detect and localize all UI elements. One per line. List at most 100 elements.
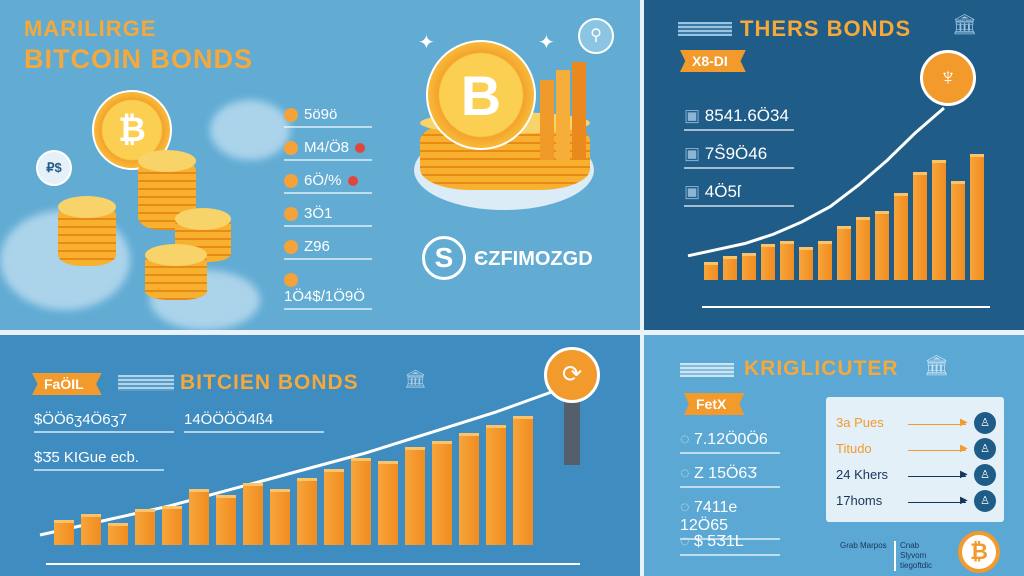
- footnote: Cnab Slyvom tiegoftdic: [894, 541, 944, 571]
- stat-item: ▣ 8541.6Ö34: [684, 106, 794, 131]
- stat-value: 14ÖÖÖÖ4ß4: [184, 411, 274, 428]
- bar: [780, 241, 794, 280]
- brand-logo-icon: S: [422, 236, 466, 280]
- coin-stack: [145, 244, 207, 300]
- stat-value: 7Ŝ9Ö46: [704, 144, 768, 163]
- title-line1: MARILIRGE: [24, 16, 157, 41]
- stat-item: 5ö9ö: [284, 106, 372, 128]
- bar: [742, 253, 756, 280]
- panel-marilirge-bitcoin-bonds: MARILIRGE BITCOIN BONDS ₿ ₽$ 5ö9ö M4/Ö8 6Ö…: [0, 0, 640, 330]
- stat-item: ◌ 7.12Ö0Ö6: [680, 431, 780, 454]
- bar: [378, 461, 398, 545]
- bar: [837, 226, 851, 280]
- bitcoin-badge-icon: ♆: [920, 50, 976, 106]
- bar: [108, 522, 128, 545]
- stat-value: $ 5Ӡ1L: [693, 533, 744, 550]
- chart-icon: ▣: [684, 144, 705, 163]
- bar: [405, 447, 425, 545]
- bitcoin-coin-icon: ₿: [958, 531, 1000, 573]
- stat-value: 8541.6Ö34: [704, 106, 789, 125]
- decor-stripes: [118, 375, 174, 391]
- panel-title: THERS BONDS: [740, 16, 912, 41]
- arrow-icon: ▶: [960, 443, 968, 454]
- bar: [875, 211, 889, 280]
- stat-value: 7411e 12Ö65: [680, 499, 738, 534]
- panel-title: KRIGLICUTER: [744, 357, 899, 380]
- trend-line-path: [39, 387, 561, 537]
- ribbon-label: FetX: [684, 393, 745, 415]
- bank-icon: 🏛: [404, 369, 427, 389]
- bar: [270, 489, 290, 545]
- stat-item: ◌ Z 15Ö6Ӡ: [680, 465, 780, 488]
- panel-kriglicuter: KRIGLICUTER 🏛 FetX ◌ 7.12Ö0Ö6 ◌ Z 15Ö6Ӡ ◌ …: [644, 335, 1024, 576]
- stat-item: 1Ö4$/1Ö9Ö: [284, 271, 372, 310]
- speech-bubble: ₽$: [36, 150, 72, 186]
- decor-stripes: [680, 363, 734, 377]
- stat-value: Z96: [304, 238, 330, 255]
- bar: [216, 494, 236, 545]
- bar: [432, 441, 452, 545]
- bar: [856, 217, 870, 280]
- brand-text: ЄZFIMOZGD: [474, 248, 593, 270]
- chart-icon: ▣: [684, 106, 705, 125]
- pole: [564, 399, 580, 465]
- stat-icon: ◌: [680, 533, 694, 550]
- arrow-line: [908, 450, 966, 451]
- bar-icon: [556, 70, 570, 160]
- stat-value: $Ӡ5 KIGue ecb.: [34, 449, 139, 466]
- stat-item: $Ӡ5 KIGue ecb.: [34, 449, 164, 471]
- bar: [818, 241, 832, 280]
- panel-title: BITCIEN BONDS: [180, 371, 359, 394]
- stat-item: ▣ 7Ŝ9Ö46: [684, 144, 794, 169]
- decor-stripes: [678, 22, 732, 36]
- stat-item: ◌ 7411e 12Ö65: [680, 499, 780, 540]
- bar: [324, 469, 344, 545]
- bank-icon: 🏛: [952, 14, 978, 36]
- bar: [351, 458, 371, 545]
- stat-item: M4/Ö8: [284, 139, 372, 161]
- bank-icon: 🏛: [924, 355, 950, 377]
- bar-chart: [704, 130, 984, 280]
- coin-icon: [284, 240, 298, 255]
- bar: [932, 160, 946, 280]
- bar-icon: [540, 80, 554, 160]
- bitcoin-badge-icon: ⟳: [544, 347, 600, 403]
- stat-value: 3Ö1: [304, 205, 333, 222]
- bar: [970, 154, 984, 280]
- bar: [704, 262, 718, 280]
- coin-icon: [284, 207, 298, 222]
- key-icon: ⚲: [578, 18, 614, 54]
- coin-icon: [284, 174, 298, 189]
- bar: [951, 181, 965, 280]
- stat-value: $ÖÖ6ӡ4Ö6ӡ7: [34, 411, 128, 428]
- bar: [913, 172, 927, 280]
- coin-stack: [58, 196, 116, 266]
- coin-icon: [284, 273, 298, 288]
- sparkle-icon: ✦: [418, 32, 435, 54]
- arrow-line: [908, 424, 966, 425]
- bar: [459, 433, 479, 545]
- alert-badge-icon: [347, 176, 358, 187]
- bar: [486, 424, 506, 545]
- legend-item: 3a Pues: [836, 415, 884, 430]
- stat-value: 7.12Ö0Ö6: [693, 431, 768, 448]
- legend-item: 17homs: [836, 493, 883, 508]
- bar: [297, 477, 317, 545]
- stat-icon: ◌: [680, 499, 694, 516]
- panel-bitcien-bonds: FaÖIL BITCIEN BONDS 🏛 $ÖÖ6ӡ4Ö6ӡ7 14ÖÖÖÖ4ß…: [0, 335, 640, 576]
- stat-value: 6Ö/%: [304, 172, 342, 189]
- stat-icon: ◌: [680, 465, 694, 482]
- bar: [761, 244, 775, 280]
- bar: [162, 505, 182, 545]
- legend-item: Titudo: [836, 441, 872, 456]
- sparkle-icon: ✦: [538, 32, 555, 54]
- stat-item: ◌ $ 5Ӡ1L: [680, 533, 780, 556]
- bitcoin-coin-icon: ₿: [92, 90, 172, 170]
- stat-item: 14ÖÖÖÖ4ß4: [184, 411, 324, 433]
- stat-value: 1Ö4$/1Ö9Ö: [284, 288, 365, 305]
- chart-icon: ▣: [684, 182, 705, 201]
- bar: [54, 519, 74, 545]
- trend-line: [687, 106, 945, 258]
- ribbon-label: FaÖIL: [32, 373, 102, 395]
- stat-value: 5ö9ö: [304, 106, 338, 123]
